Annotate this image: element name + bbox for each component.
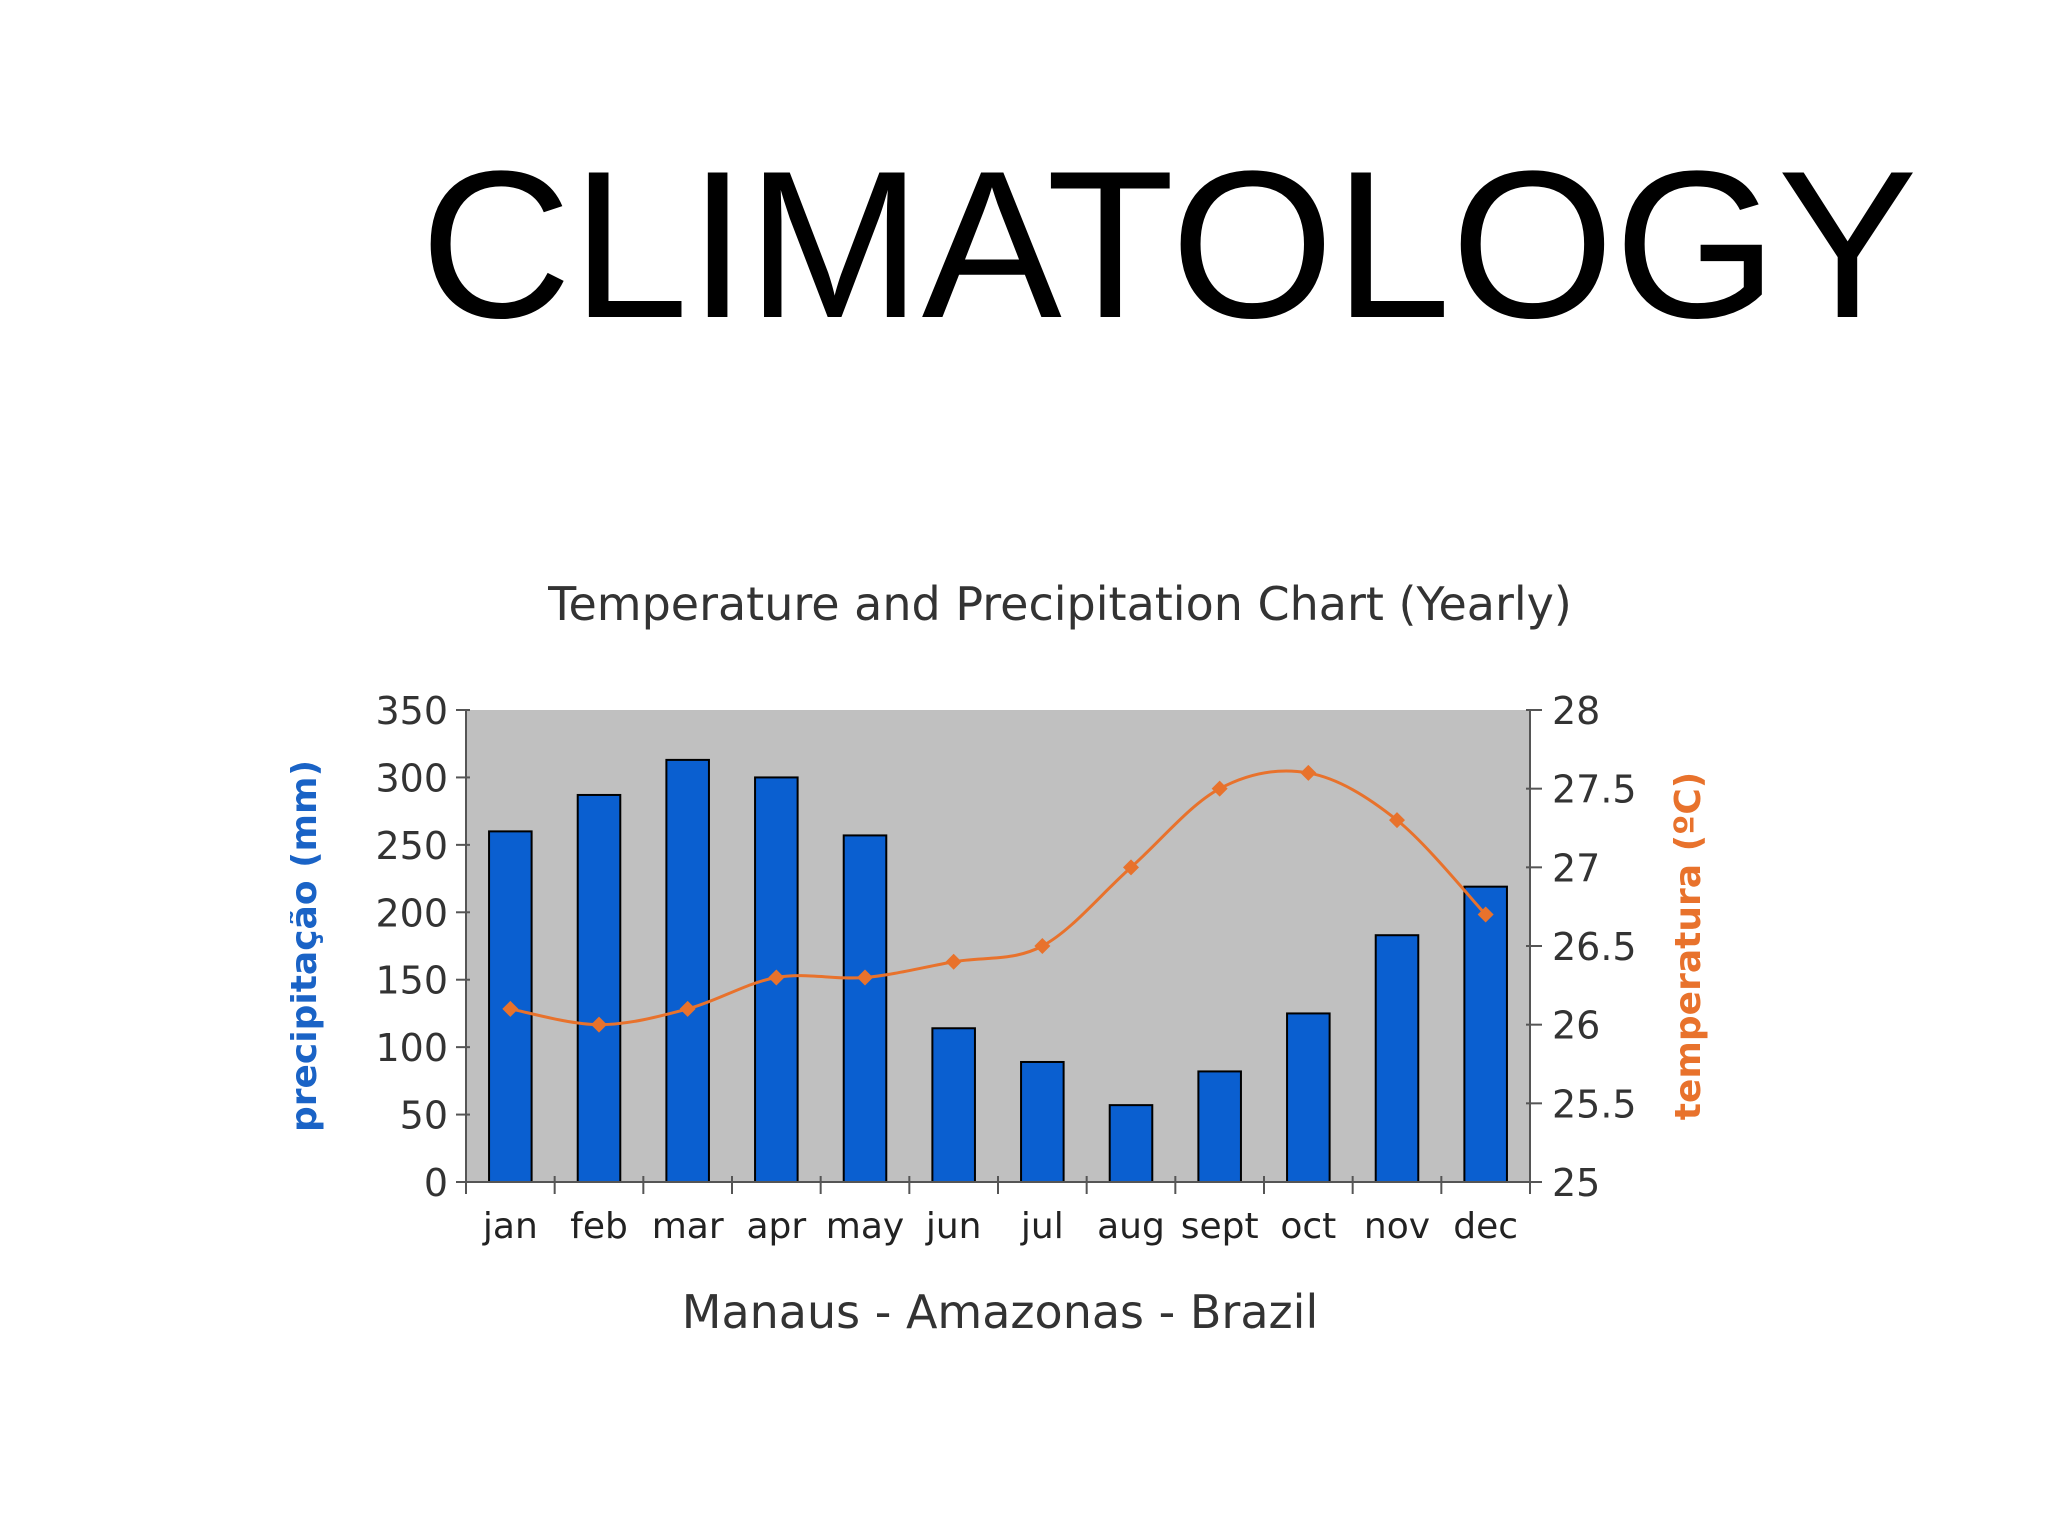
x-tick-label-aug: aug <box>1097 1206 1165 1247</box>
plot-area: 0 50 100 150 200 250 300 350 25 25.5 26 26.5 27 27.5 2… <box>290 689 1709 1247</box>
temperature-point-may <box>857 969 873 986</box>
y-right-tick-label: 25.5 <box>1552 1082 1637 1126</box>
y-left-tick-label: 250 <box>375 824 448 868</box>
x-tick-label-sept: sept <box>1181 1206 1259 1247</box>
bar-dec <box>1463 885 1508 1183</box>
y-right-tick-label: 25 <box>1552 1161 1600 1205</box>
bar-aug <box>1108 1104 1154 1183</box>
temperature-point-jan <box>502 1000 519 1017</box>
x-tick-label-feb: feb <box>570 1206 628 1247</box>
y-left-tick-label: 150 <box>375 959 448 1003</box>
bar-may <box>842 834 888 1183</box>
chart: Temperature and Precipitation Chart (Yea… <box>290 560 1760 1360</box>
bar-mar <box>665 758 710 1183</box>
temperature-point-jun <box>945 953 962 970</box>
x-tick-label-dec: dec <box>1453 1206 1518 1247</box>
plot-background <box>466 710 1530 1182</box>
y-left-tick-label: 100 <box>375 1026 448 1070</box>
temperature-point-sept <box>1211 780 1228 797</box>
x-tick-label-oct: oct <box>1280 1206 1336 1247</box>
y-right-axis-title: temperatura (ºC) <box>1668 772 1709 1120</box>
bar-jun <box>931 1027 976 1183</box>
y-left-tick-label: 200 <box>375 891 448 935</box>
x-tick-label-may: may <box>826 1206 904 1247</box>
y-left-tick-label: 0 <box>424 1161 448 1205</box>
x-tick-label-jun: jun <box>925 1206 982 1247</box>
temperature-point-jul <box>1034 938 1051 954</box>
bar-feb <box>576 793 622 1184</box>
temperature-point-oct <box>1300 764 1317 781</box>
y-right-tick-label: 26.5 <box>1552 925 1637 969</box>
temperature-point-apr <box>768 969 785 986</box>
chart-title: Temperature and Precipitation Chart (Yea… <box>547 577 1572 631</box>
temperature-point-mar <box>679 1000 696 1017</box>
y-right-tick-label: 27 <box>1552 846 1600 890</box>
bar-sept <box>1197 1070 1242 1183</box>
x-tick-label-jan: jan <box>482 1206 538 1247</box>
y-right-tick-label: 26 <box>1552 1004 1600 1048</box>
combo-chart-svg: Temperature and Precipitation Chart (Yea… <box>290 577 1709 1339</box>
x-tick-label-apr: apr <box>746 1206 806 1247</box>
bar-nov <box>1374 934 1420 1183</box>
slide-title: CLIMATOLOGY <box>420 127 1918 362</box>
y-left-tick-label: 300 <box>375 756 448 800</box>
bar-oct <box>1286 1012 1331 1183</box>
temperature-point-dec <box>1477 906 1494 923</box>
y-right-tick-label: 27.5 <box>1552 768 1637 812</box>
x-tick-label-jul: jul <box>1020 1206 1064 1247</box>
y-left-axis-title: precipitação (mm) <box>290 760 325 1132</box>
temperature-point-aug <box>1123 859 1139 876</box>
x-tick-label-mar: mar <box>652 1206 724 1247</box>
temperature-point-nov <box>1389 812 1405 829</box>
y-left-tick-label: 350 <box>375 689 448 733</box>
x-tick-label-nov: nov <box>1364 1206 1430 1247</box>
temperature-point-feb <box>591 1016 607 1033</box>
bar-jul <box>1020 1060 1065 1183</box>
chart-subtitle: Manaus - Amazonas - Brazil <box>682 1285 1318 1339</box>
y-left-tick-label: 50 <box>400 1094 448 1138</box>
y-right-tick-label: 28 <box>1552 689 1600 733</box>
